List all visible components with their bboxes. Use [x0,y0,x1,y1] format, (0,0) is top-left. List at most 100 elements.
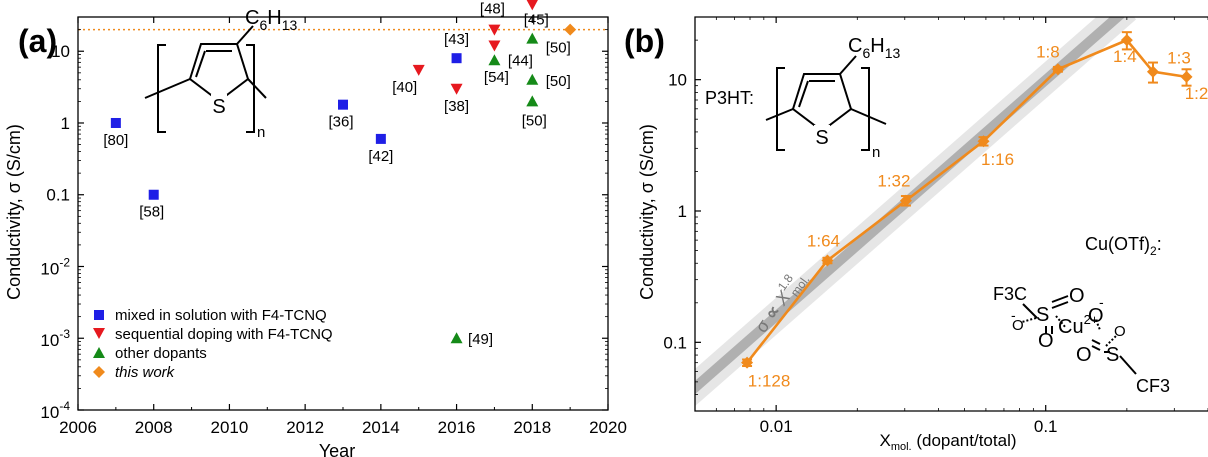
svg-text:-: - [1099,294,1104,310]
panel-a-frame [77,16,609,411]
y-tick-exponent: -4 [59,399,70,413]
data-point [1146,65,1159,78]
svg-text:O: O [1076,344,1092,366]
data-point [450,332,463,344]
panel-a: (a) 2006 2008 2010 2012 2014 2016 2018 202010-4… [4,0,627,457]
svg-text:F3C: F3C [993,284,1027,304]
data-label: [38] [444,98,469,115]
data-label: [43] [444,31,469,48]
data-point [1120,34,1133,47]
panel-b-trend-label: σ ∝ X1.8mol. [748,265,813,339]
svg-text:n: n [872,144,880,161]
x-tick-label: 0.1 [1034,417,1058,436]
data-point [488,40,501,52]
panel-a-molecule-labels: C6H13 S n [211,7,297,141]
data-point [526,73,539,85]
legend-marker-mixed [94,310,104,320]
svg-text:O: O [1088,305,1104,327]
legend-label-sequential: sequential doping with F4-TCNQ [115,326,333,343]
y-tick-exponent: -2 [59,255,70,269]
panel-a-x-axis-label: Year [319,441,355,457]
data-point [110,117,121,128]
y-tick-base: 10 [40,331,59,350]
data-point [375,133,386,144]
legend-marker-this-work [93,366,105,378]
panel-b-p3ht-structure [765,55,887,151]
data-point [899,194,912,207]
data-label: [42] [368,148,393,165]
svg-text:-: - [1011,307,1016,323]
svg-text:O: O [1038,330,1054,352]
y-tick-label: 1 [678,202,687,221]
data-point [526,0,538,11]
data-point [977,135,990,148]
panel-b-dopant-atoms: F3C S O O O - Cu2+ O - O O S CF3 [993,284,1170,396]
y-tick-label: 10-4 [40,399,70,422]
data-label: [49] [468,331,493,348]
data-label: 1:4 [1113,47,1137,66]
data-point [526,32,539,44]
svg-text:C6H13: C6H13 [245,7,297,33]
svg-text:S: S [1036,304,1049,326]
data-label: [54] [484,69,509,86]
data-point [148,189,159,200]
y-tick-label: 10-2 [40,255,70,278]
x-tick-label: 2006 [59,418,97,437]
svg-text:S: S [212,96,225,118]
panel-b-dopant-structure [1021,295,1137,375]
legend-marker-other [93,347,105,358]
data-label: [58] [139,204,164,221]
panel-a-label: (a) [18,23,57,59]
legend-marker-sequential [93,328,105,339]
x-tick-label: 2008 [135,418,173,437]
panel-b-dopant-name: Cu(OTf)2: [1085,234,1162,258]
trend-band-halo [695,17,1137,407]
svg-text:O: O [1012,317,1024,334]
data-label: 1:128 [748,372,791,391]
svg-text:O: O [1114,323,1126,340]
panel-b-y-axis-label: Conductivity, σ (S/cm) [637,124,657,300]
data-point [488,24,501,36]
data-label: 1:2 [1185,84,1208,103]
panel-b-trend-band [695,17,1137,407]
y-tick-label: 10 [668,71,687,90]
data-label: [44] [508,53,533,70]
x-tick-label: 0.01 [760,417,793,436]
panel-b-plot: 0.01 0.1 0.1 1 10 1:128 1:64 1:32 1:16 1:8 1:4 1:3 1… [663,16,1208,436]
data-point [451,53,462,64]
svg-text:n: n [257,124,265,141]
data-label: 1:16 [981,150,1014,169]
data-point [1180,70,1193,83]
data-point [488,54,501,66]
svg-text:C6H13: C6H13 [848,35,900,61]
data-label: [50] [546,73,571,90]
data-point [526,95,539,107]
data-label: 1:32 [877,172,910,191]
y-tick-label: 0.1 [663,333,687,352]
data-label: [40] [392,79,417,96]
y-tick-label: 10 [51,42,70,61]
panel-b-x-axis-label: Xmol. (dopant/total) [879,431,1016,453]
y-tick-exponent: -3 [59,327,70,341]
panel-b-molecule-labels: C6H13 S n [814,35,900,161]
panel-b-polymer-label: P3HT: [705,88,754,108]
data-label: 1:8 [1036,42,1060,61]
x-tick-label: 2018 [513,418,551,437]
legend-label-mixed: mixed in solution with F4-TCNQ [115,307,327,324]
data-label: 1:64 [807,231,840,250]
data-point [450,83,463,95]
y-tick-base: 10 [40,403,59,422]
data-label: [50] [546,40,571,57]
y-tick-base: 10 [40,259,59,278]
panel-a-legend: mixed in solution with F4-TCNQ sequentia… [93,307,333,381]
panel-a-y-axis-label: Conductivity, σ (S/cm) [4,124,24,300]
data-label: [45] [524,11,549,28]
x-tick-label: 2020 [589,418,627,437]
y-tick-label: 0.1 [46,186,70,205]
data-line [746,38,1187,364]
panel-a-plot: 2006 2008 2010 2012 2014 2016 2018 202010-410-3… [40,0,627,437]
x-tick-label: 2012 [286,418,324,437]
panel-b-frame [694,16,1208,412]
panel-b: (b) 0.01 0.1 0.1 1 10 1:128 1:64 1:32 1:16 1:8 1:4… [624,16,1208,453]
